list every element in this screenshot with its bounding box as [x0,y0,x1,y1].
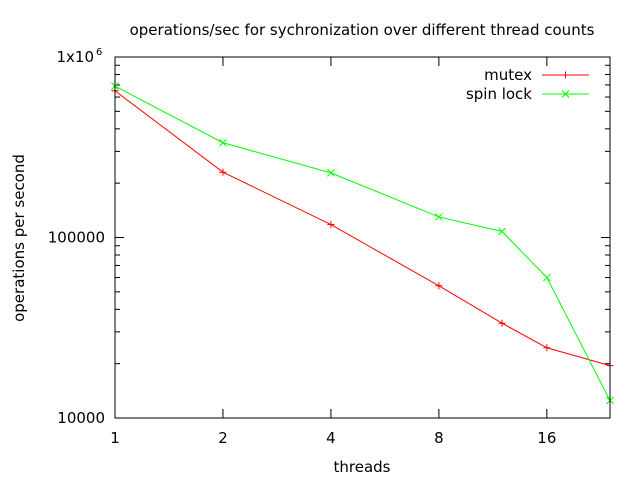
data-point [435,213,443,221]
legend-marker [561,90,570,98]
data-point [327,221,335,229]
chart-title: operations/sec for sychronization over d… [130,21,595,39]
x-tick-label: 8 [434,429,444,447]
y-tick-label: 10000 [57,409,105,427]
data-point [542,273,551,282]
legend-marker [562,71,569,79]
x-tick-label: 16 [537,429,556,447]
data-point [219,168,227,176]
y-tick-label: 1x10 [56,48,94,66]
axis-ticks: 1 2 4 8 16 10000 100000 1x10 6 [48,47,610,447]
series-line-spin-lock [114,85,611,401]
x-tick-label: 2 [218,429,228,447]
legend-label: spin lock [466,85,532,103]
data-point [498,227,506,236]
x-tick-label: 4 [326,429,336,447]
plot-frame [114,56,611,419]
x-axis-label: threads [334,458,391,476]
y-axis-label: operations per second [10,154,28,322]
data-point [435,282,443,290]
legend-label: mutex [484,66,532,84]
data-point [327,169,335,177]
data-point [219,138,227,147]
series-line-mutex [114,90,611,367]
y-tick-label-exponent: 6 [96,47,102,58]
series-layer [111,82,614,405]
data-point [543,344,551,352]
y-tick-label: 100000 [48,229,105,247]
data-point [498,319,506,327]
x-tick-label: 1 [110,429,120,447]
